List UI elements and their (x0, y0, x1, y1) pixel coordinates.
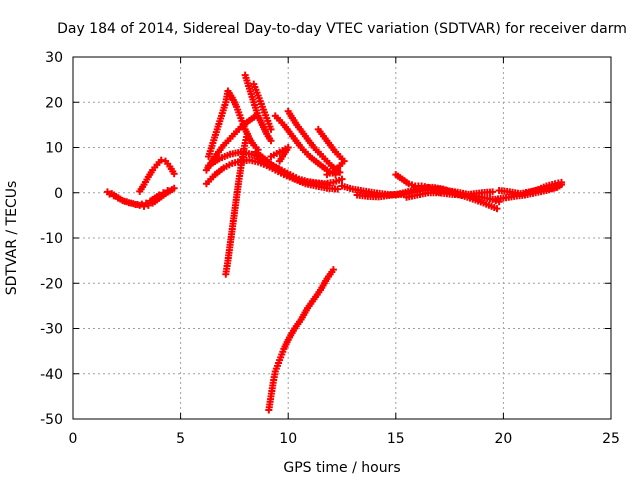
data-point (338, 175, 346, 183)
data-point (493, 205, 501, 213)
y-tick-label: -40 (40, 367, 63, 383)
data-point (489, 188, 497, 196)
data-point (336, 168, 344, 176)
series-arc-flow-2 (267, 144, 292, 165)
series-arc-end-3 (521, 178, 566, 198)
data-point (267, 125, 275, 133)
series-arc-flow-1 (252, 148, 346, 188)
y-tick-label: -50 (40, 412, 63, 428)
data-point (276, 157, 284, 165)
data-point (170, 184, 178, 192)
series-arc-early-rise (136, 156, 178, 195)
data-marks (103, 71, 566, 414)
y-tick-label: -30 (40, 322, 63, 338)
data-point (329, 266, 337, 274)
data-point (334, 185, 342, 193)
y-tick-label: 20 (45, 95, 63, 111)
x-tick-label: 25 (602, 431, 620, 447)
data-point (106, 190, 114, 198)
x-axis-label: GPS time / hours (283, 460, 400, 476)
y-tick-label: 0 (54, 186, 63, 202)
series-arc-late-d (403, 188, 497, 201)
data-point (323, 171, 331, 179)
y-tick-label: 30 (45, 50, 63, 66)
y-tick-label: 10 (45, 141, 63, 157)
y-ticks: -50 -40 -30 -20 -10 0 10 20 30 (40, 50, 611, 428)
y-tick-label: -10 (40, 231, 63, 247)
x-tick-label: 15 (387, 431, 405, 447)
series-arc-plume-c (250, 80, 275, 133)
data-point (127, 199, 135, 207)
data-point (252, 112, 260, 120)
x-tick-label: 5 (176, 431, 185, 447)
data-point (144, 201, 152, 209)
x-tick-label: 10 (279, 431, 297, 447)
series-arc-deep-dip (265, 266, 337, 414)
y-axis-label: SDTVAR / TECUs (4, 181, 20, 296)
x-tick-label: 20 (494, 431, 512, 447)
x-ticks: 0 5 10 15 20 25 (69, 57, 620, 447)
data-point (267, 137, 275, 145)
grid (73, 57, 611, 419)
x-tick-label: 0 (69, 431, 78, 447)
data-point (114, 194, 122, 202)
data-point (170, 170, 178, 178)
series-arc-flow-3 (271, 112, 340, 179)
chart-title: Day 184 of 2014, Sidereal Day-to-day VTE… (57, 21, 627, 37)
data-point (118, 196, 126, 204)
series-arc-plume-b (241, 71, 275, 145)
series-arc-early-dip-2 (106, 184, 178, 210)
y-tick-label: -20 (40, 276, 63, 292)
data-point (123, 198, 131, 206)
data-point (110, 192, 118, 200)
series-arc-flow-4 (284, 107, 344, 176)
data-point (558, 178, 566, 186)
series-arc-flow-5 (314, 125, 348, 179)
